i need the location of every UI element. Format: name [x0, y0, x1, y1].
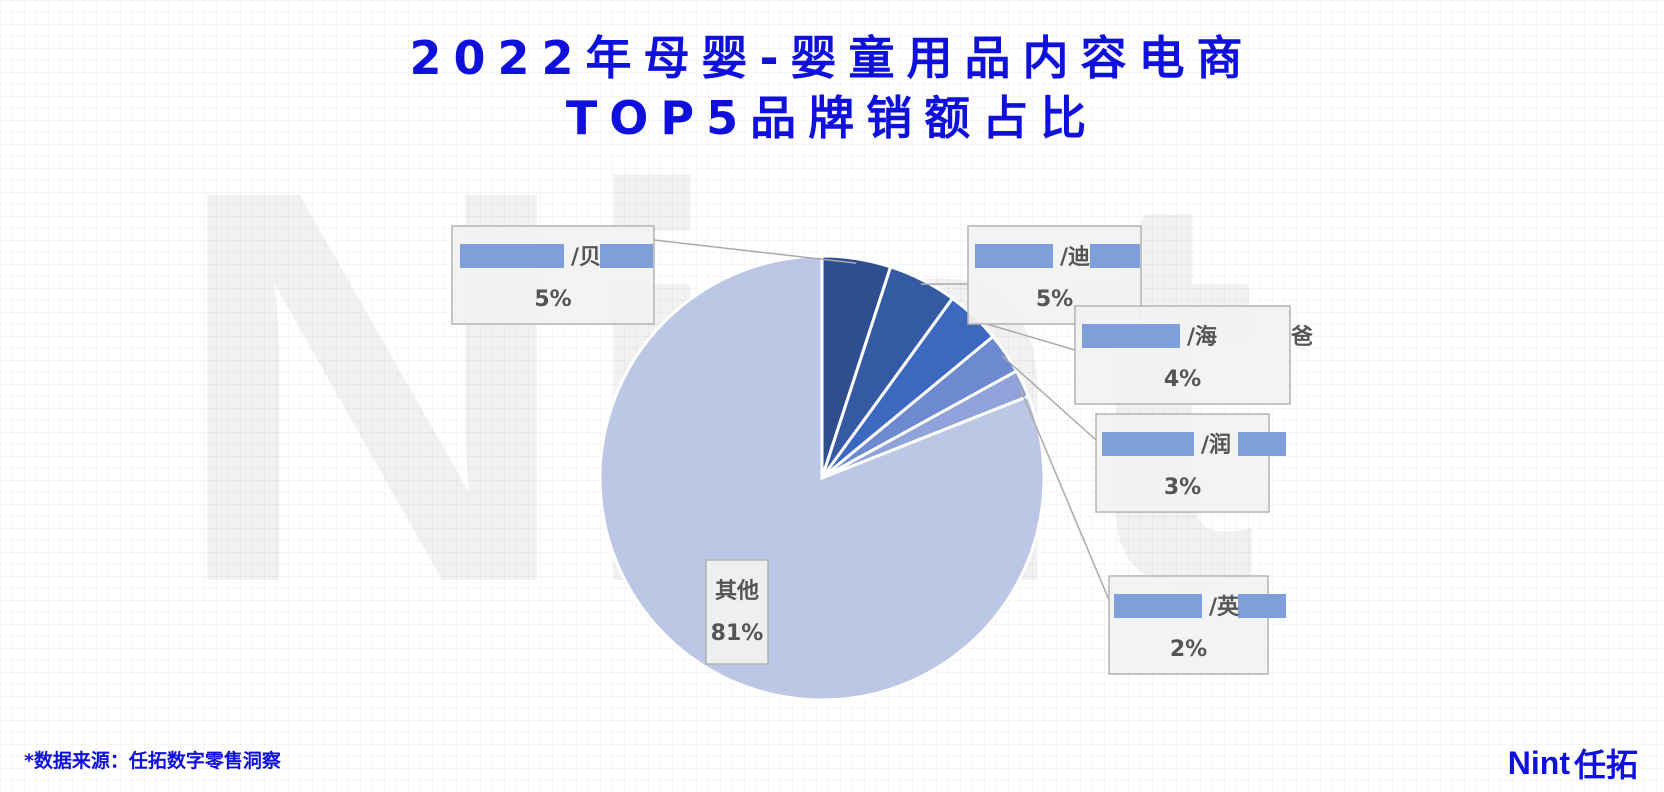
- data-label-name: /英: [1209, 595, 1240, 620]
- redaction-bar: [600, 244, 653, 268]
- data-label-name: /迪: [1060, 245, 1090, 270]
- data-label-percent: 3%: [1164, 475, 1201, 500]
- data-label-name: /润: [1201, 432, 1231, 458]
- redaction-bar: [460, 244, 564, 268]
- data-label-name: 其他: [715, 579, 759, 604]
- redaction-bar: [1238, 594, 1286, 618]
- data-label-percent: 4%: [1164, 367, 1201, 392]
- data-label-box: [1095, 413, 1270, 513]
- nint-logo: Nint 任拓: [1508, 740, 1638, 786]
- data-label-percent: 2%: [1170, 637, 1207, 662]
- data-label-box: [1108, 575, 1269, 675]
- data-label-box: [451, 225, 655, 325]
- redaction-bar: [1102, 432, 1194, 456]
- logo-mark: Nint: [1507, 744, 1570, 781]
- data-label-name: /海: [1187, 324, 1217, 350]
- leader-line: [1018, 385, 1110, 601]
- redaction-bar: [1090, 244, 1140, 268]
- leader-line: [653, 239, 857, 264]
- data-label-name: /贝: [571, 245, 601, 270]
- data-label-box: [705, 559, 769, 665]
- data-label-percent: 5%: [534, 287, 571, 312]
- logo-name: 任拓: [1573, 746, 1638, 784]
- data-source-note: *数据来源：任拓数字零售洞察: [24, 750, 281, 772]
- redaction-bar: [1082, 324, 1180, 348]
- chart-title-line2: TOP5品牌销额占比: [565, 91, 1099, 145]
- redaction-bar: [1114, 594, 1202, 618]
- redaction-bar: [1238, 432, 1286, 456]
- data-label-percent: 5%: [1036, 287, 1073, 312]
- chart-title-line1: 2022年母婴-婴童用品内容电商: [409, 31, 1255, 85]
- data-label-box: [1074, 305, 1291, 405]
- redaction-bar: [975, 244, 1053, 268]
- data-label-name-suffix: 爸: [1290, 324, 1313, 350]
- leader-line: [1001, 355, 1097, 441]
- data-label-percent: 81%: [711, 621, 764, 646]
